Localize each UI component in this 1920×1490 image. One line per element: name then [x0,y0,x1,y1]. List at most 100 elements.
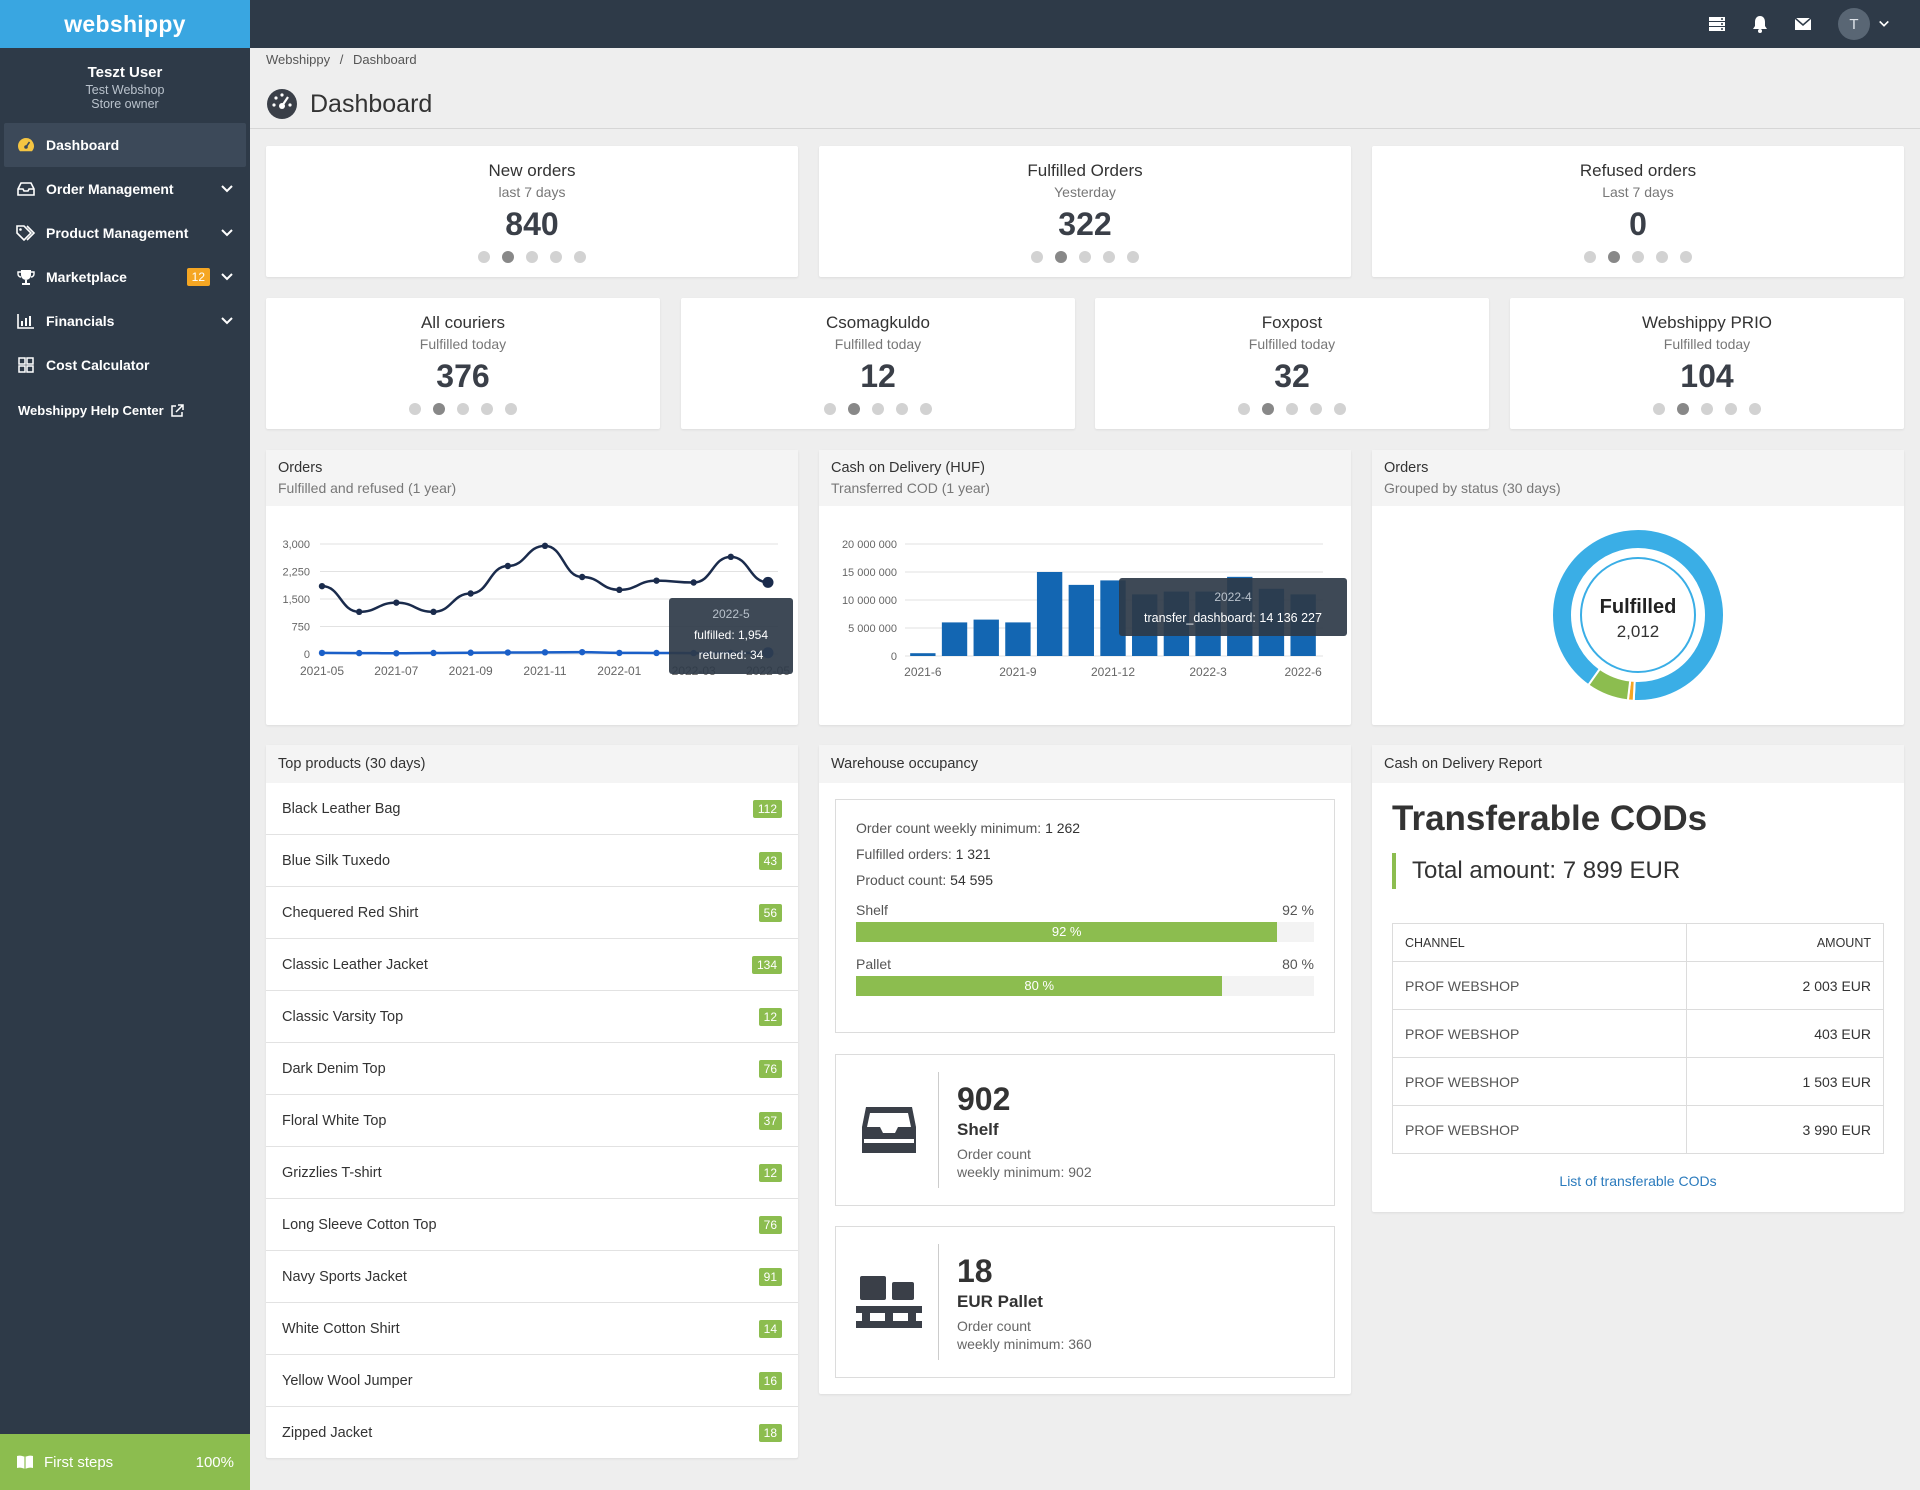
transferable-cods-link[interactable]: List of transferable CODs [1559,1173,1717,1189]
stat-card-csomagkuldo[interactable]: Csomagkuldo Fulfilled today 12 [681,298,1075,429]
list-item[interactable]: Zipped Jacket 18 [266,1407,798,1459]
sidebar-item-order-management[interactable]: Order Management [0,167,250,211]
stat-value: 104 [1680,358,1734,394]
donut-center-label: Fulfilled [1600,596,1677,618]
user-menu[interactable]: T [1838,8,1890,40]
bell-icon[interactable] [1752,15,1768,33]
shelf-progress-fill: 92 % [856,922,1278,942]
stat-title: New orders [488,161,576,180]
data-point-fulfilled [578,573,586,581]
chevron-down-icon [221,229,233,237]
stat-card-new-orders[interactable]: New orders last 7 days 840 [266,146,798,277]
chevron-down-icon [221,185,233,193]
cod-heading: Transferable CODs [1392,799,1708,838]
pallet-box: 18 EUR Pallet Order count weekly minimum… [835,1226,1335,1378]
panel-subtitle: Grouped by status (30 days) [1384,480,1561,496]
stat-title: Refused orders [1579,161,1697,180]
column-header-channel: CHANNEL [1392,923,1687,962]
y-tick-label: 3,000 [282,539,310,551]
data-point-fulfilled [318,582,326,590]
carousel-dots[interactable] [681,403,1075,415]
sidebar-item-dashboard[interactable]: Dashboard [4,123,246,167]
panel-header: Cash on Delivery (HUF) Transferred COD (… [819,450,1351,506]
weekly-minimum-value: 1 262 [1045,820,1081,836]
envelope-icon[interactable] [1794,17,1812,31]
external-link-icon [170,403,184,417]
list-item[interactable]: Classic Varsity Top 12 [266,991,798,1043]
list-item[interactable]: Long Sleeve Cotton Top 76 [266,1199,798,1251]
sidebar-item-cost-calculator[interactable]: Cost Calculator [0,343,250,387]
list-item[interactable]: Classic Leather Jacket 134 [266,939,798,991]
carousel-dots[interactable] [819,251,1351,263]
occupancy-box: Order count weekly minimum: 1 262 Fulfil… [835,799,1335,1033]
stat-card-webshippy-prio[interactable]: Webshippy PRIO Fulfilled today 104 [1510,298,1904,429]
list-item[interactable]: Navy Sports Jacket 91 [266,1251,798,1303]
sidebar-item-marketplace[interactable]: Marketplace 12 [0,255,250,299]
tooltip-title: 2022-5 [712,607,750,621]
first-steps-progress: 100% [195,1453,234,1471]
stat-card-refused-orders[interactable]: Refused orders Last 7 days 0 [1372,146,1904,277]
carousel-dots[interactable] [266,403,660,415]
server-icon[interactable] [1708,16,1726,32]
user-name: Teszt User [87,64,163,81]
x-tick-label: 2021-6 [904,665,942,679]
stat-card-foxpost[interactable]: Foxpost Fulfilled today 32 [1095,298,1489,429]
panel-header: Orders Grouped by status (30 days) [1372,450,1904,506]
carousel-dots[interactable] [1372,251,1904,263]
stat-card-fulfilled-orders[interactable]: Fulfilled Orders Yesterday 322 [819,146,1351,277]
help-center-link[interactable]: Webshippy Help Center [0,395,250,426]
sidebar-item-product-management[interactable]: Product Management [0,211,250,255]
table-row: PROF WEBSHOP 3 990 EUR [1392,1105,1885,1154]
carousel-dots[interactable] [266,251,798,263]
inbox-tray-icon [854,1103,924,1157]
list-item[interactable]: Yellow Wool Jumper 16 [266,1355,798,1407]
stat-title: Webshippy PRIO [1641,313,1773,332]
first-steps-bar[interactable]: First steps 100% [0,1434,250,1490]
book-icon [17,1455,33,1469]
product-name: Blue Silk Tuxedo [282,852,391,869]
x-tick-label: 2021-07 [374,664,418,678]
y-tick-label: 2,250 [282,567,310,579]
chevron-down-icon [1879,20,1889,27]
orders-donut-chart[interactable]: Fulfilled 2,012 [1372,506,1904,725]
product-name: Grizzlies T-shirt [282,1164,382,1181]
top-products-panel: Top products (30 days) Black Leather Bag… [266,745,798,1459]
cod-bar-chart[interactable]: 0 5 000 000 10 000 000 15 000 000 20 000 000… [819,506,1351,725]
list-item[interactable]: Grizzlies T-shirt 12 [266,1147,798,1199]
data-point-fulfilled [653,577,660,584]
carousel-dots[interactable] [1510,403,1904,415]
orders-line-chart[interactable]: 0 750 1,500 2,250 3,000 2021-05 2021-07 2021-09… [266,506,798,725]
breadcrumb-root[interactable]: Webshippy [266,52,331,67]
product-name: Classic Varsity Top [282,1008,404,1025]
cod-bar-panel: Cash on Delivery (HUF) Transferred COD (… [819,450,1351,725]
sidebar-item-label: Order Management [46,181,174,197]
list-item[interactable]: Chequered Red Shirt 56 [266,887,798,939]
list-item[interactable]: Black Leather Bag 112 [266,783,798,835]
list-item[interactable]: Blue Silk Tuxedo 43 [266,835,798,887]
carousel-dots[interactable] [1095,403,1489,415]
product-count-badge: 134 [751,955,782,974]
product-count-badge: 14 [758,1319,782,1338]
brand-logo[interactable]: webshippy [0,0,250,48]
x-tick-label: 2021-09 [449,664,493,678]
x-tick-label: 2021-12 [1091,665,1135,679]
pallet-progress-fill: 80 % [856,976,1223,996]
stat-card-all-couriers[interactable]: All couriers Fulfilled today 376 [266,298,660,429]
cod-channel: PROF WEBSHOP [1392,961,1687,1010]
sidebar-item-financials[interactable]: Financials [0,299,250,343]
product-name: Floral White Top [282,1112,387,1129]
panel-subtitle: Transferred COD (1 year) [831,480,990,496]
dashboard-gauge-icon [267,89,297,119]
stat-value: 322 [1058,206,1112,242]
list-item[interactable]: Floral White Top 37 [266,1095,798,1147]
list-item[interactable]: White Cotton Shirt 14 [266,1303,798,1355]
avatar: T [1838,8,1870,40]
y-tick-label: 1,500 [282,594,310,606]
product-name: Classic Leather Jacket [282,956,428,973]
user-info: Teszt User Test Webshop Store owner [0,48,250,123]
table-row: PROF WEBSHOP 1 503 EUR [1392,1057,1885,1106]
product-count-badge: 12 [758,1163,782,1182]
sidebar-item-label: Product Management [46,225,189,241]
data-point-fulfilled [504,562,512,570]
list-item[interactable]: Dark Denim Top 76 [266,1043,798,1095]
